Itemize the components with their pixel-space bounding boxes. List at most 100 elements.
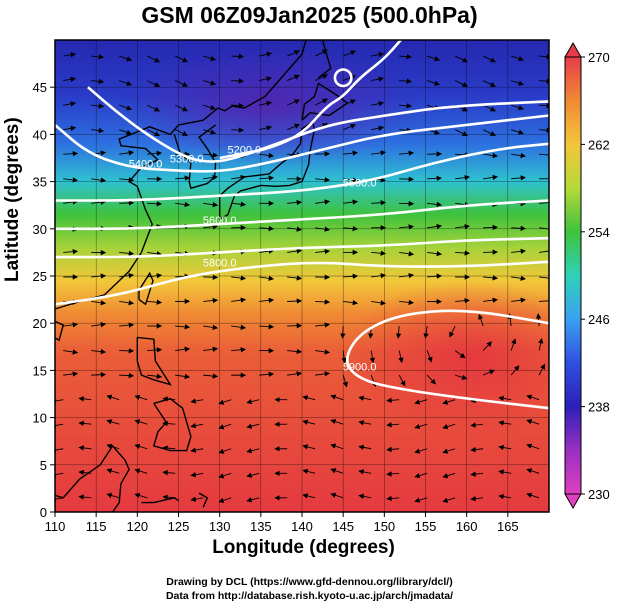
- wind-arrow: [398, 350, 404, 364]
- x-axis-ticks: 110 115 120 125 130 135 140 145 150 155 160 165: [45, 512, 519, 534]
- wind-arrow: [63, 125, 77, 132]
- wind-arrow: [414, 497, 428, 503]
- wind-arrow: [91, 103, 105, 109]
- wind-arrow: [315, 371, 331, 377]
- x-tick-label: 110: [45, 519, 66, 534]
- y-axis-label: Latitude (degrees): [2, 117, 23, 282]
- wind-arrow: [63, 177, 79, 183]
- coastline: [55, 40, 307, 310]
- wind-arrow: [482, 55, 496, 63]
- x-tick-label: 130: [209, 519, 231, 534]
- wind-arrow: [119, 150, 135, 156]
- wind-arrow: [510, 80, 524, 86]
- wind-arrow: [343, 150, 359, 156]
- contour-label: 5500.0: [343, 177, 377, 189]
- wind-arrow: [343, 299, 359, 306]
- wind-arrow: [203, 373, 219, 379]
- contour-label: 5600.0: [203, 215, 237, 227]
- wind-arrow: [175, 175, 191, 181]
- wind-arrow: [91, 322, 107, 328]
- wind-arrow: [442, 472, 456, 479]
- contour-label: 5900.0: [343, 361, 377, 373]
- wind-arrow: [287, 74, 301, 82]
- wind-arrow: [287, 371, 303, 377]
- wind-arrow: [483, 224, 499, 231]
- coastline: [138, 271, 154, 306]
- wind-arrow: [538, 337, 544, 351]
- colorbar-tick-label: 270: [588, 50, 610, 65]
- wind-arrow: [314, 74, 328, 81]
- x-tick-label: 165: [497, 519, 519, 534]
- wind-arrow: [203, 80, 217, 86]
- x-tick-label: 115: [86, 519, 107, 534]
- wind-arrow: [371, 76, 385, 82]
- wind-arrow: [106, 492, 120, 499]
- y-tick-label: 25: [33, 269, 47, 284]
- y-tick-label: 30: [33, 222, 47, 237]
- wind-arrow: [386, 471, 400, 477]
- wind-arrow: [147, 104, 161, 112]
- wind-arrow: [55, 447, 64, 453]
- wind-arrow: [315, 349, 331, 355]
- wind-arrow: [287, 298, 303, 304]
- wind-arrow: [203, 346, 219, 352]
- wind-arrow: [218, 448, 232, 454]
- colorbar-tick-label: 230: [588, 487, 610, 502]
- wind-arrow: [427, 55, 441, 62]
- wind-arrow: [259, 275, 275, 281]
- wind-arrow: [315, 199, 331, 205]
- wind-arrow: [371, 250, 387, 256]
- wind-arrow: [246, 497, 260, 503]
- wind-arrow: [119, 250, 135, 257]
- wind-arrow: [231, 297, 247, 303]
- wind-arrow: [315, 177, 331, 183]
- wind-arrow: [302, 444, 316, 450]
- wind-arrow: [63, 101, 77, 107]
- wind-arrow: [442, 399, 456, 405]
- wind-arrow: [63, 322, 79, 328]
- wind-arrow: [427, 250, 443, 257]
- wind-arrow: [147, 299, 163, 305]
- x-axis-label-wrap: Longitude (degrees): [0, 537, 619, 559]
- wind-arrow: [478, 313, 484, 327]
- contour-5700: [55, 236, 549, 259]
- wind-arrow: [91, 371, 107, 378]
- wind-arrow: [259, 297, 275, 304]
- wind-arrow: [510, 104, 524, 111]
- wind-arrow: [539, 248, 549, 254]
- contour-label: 5400.0: [129, 158, 163, 170]
- wind-arrow: [190, 447, 204, 453]
- wind-arrow: [231, 347, 247, 353]
- wind-arrow: [147, 80, 161, 87]
- wind-arrow: [454, 55, 468, 63]
- wind-arrow: [259, 248, 275, 254]
- wind-arrow: [399, 251, 415, 257]
- contour-5500: [55, 142, 549, 202]
- coastline: [55, 444, 130, 512]
- wind-arrow: [343, 199, 359, 205]
- wind-arrow: [259, 51, 273, 57]
- wind-arrow: [218, 497, 232, 503]
- wind-arrow: [386, 422, 400, 428]
- wind-arrow: [259, 152, 275, 159]
- wind-arrow: [91, 78, 105, 85]
- contour-5400: [55, 114, 549, 173]
- x-tick-label: 150: [373, 519, 395, 534]
- wind-arrow: [246, 448, 260, 454]
- wind-arrow: [63, 150, 79, 157]
- wind-arrow: [510, 338, 517, 351]
- wind-arrow: [342, 74, 356, 82]
- wind-arrow: [190, 472, 204, 478]
- wind-arrow: [190, 422, 204, 429]
- wind-arrow: [426, 374, 436, 385]
- wind-arrow: [454, 80, 468, 87]
- wind-arrow: [498, 420, 512, 426]
- wind-arrow: [91, 54, 105, 60]
- x-tick-label: 135: [250, 519, 272, 534]
- colorbar-tick-label: 238: [588, 400, 610, 415]
- wind-arrow: [526, 394, 540, 401]
- wind-arrow: [203, 104, 217, 111]
- wind-arrow: [539, 53, 549, 60]
- wind-arrow: [203, 224, 219, 230]
- contour-labels: 5200.0 5300.0 5400.0 5500.0 5600.0 5800.0 5900…: [129, 144, 377, 373]
